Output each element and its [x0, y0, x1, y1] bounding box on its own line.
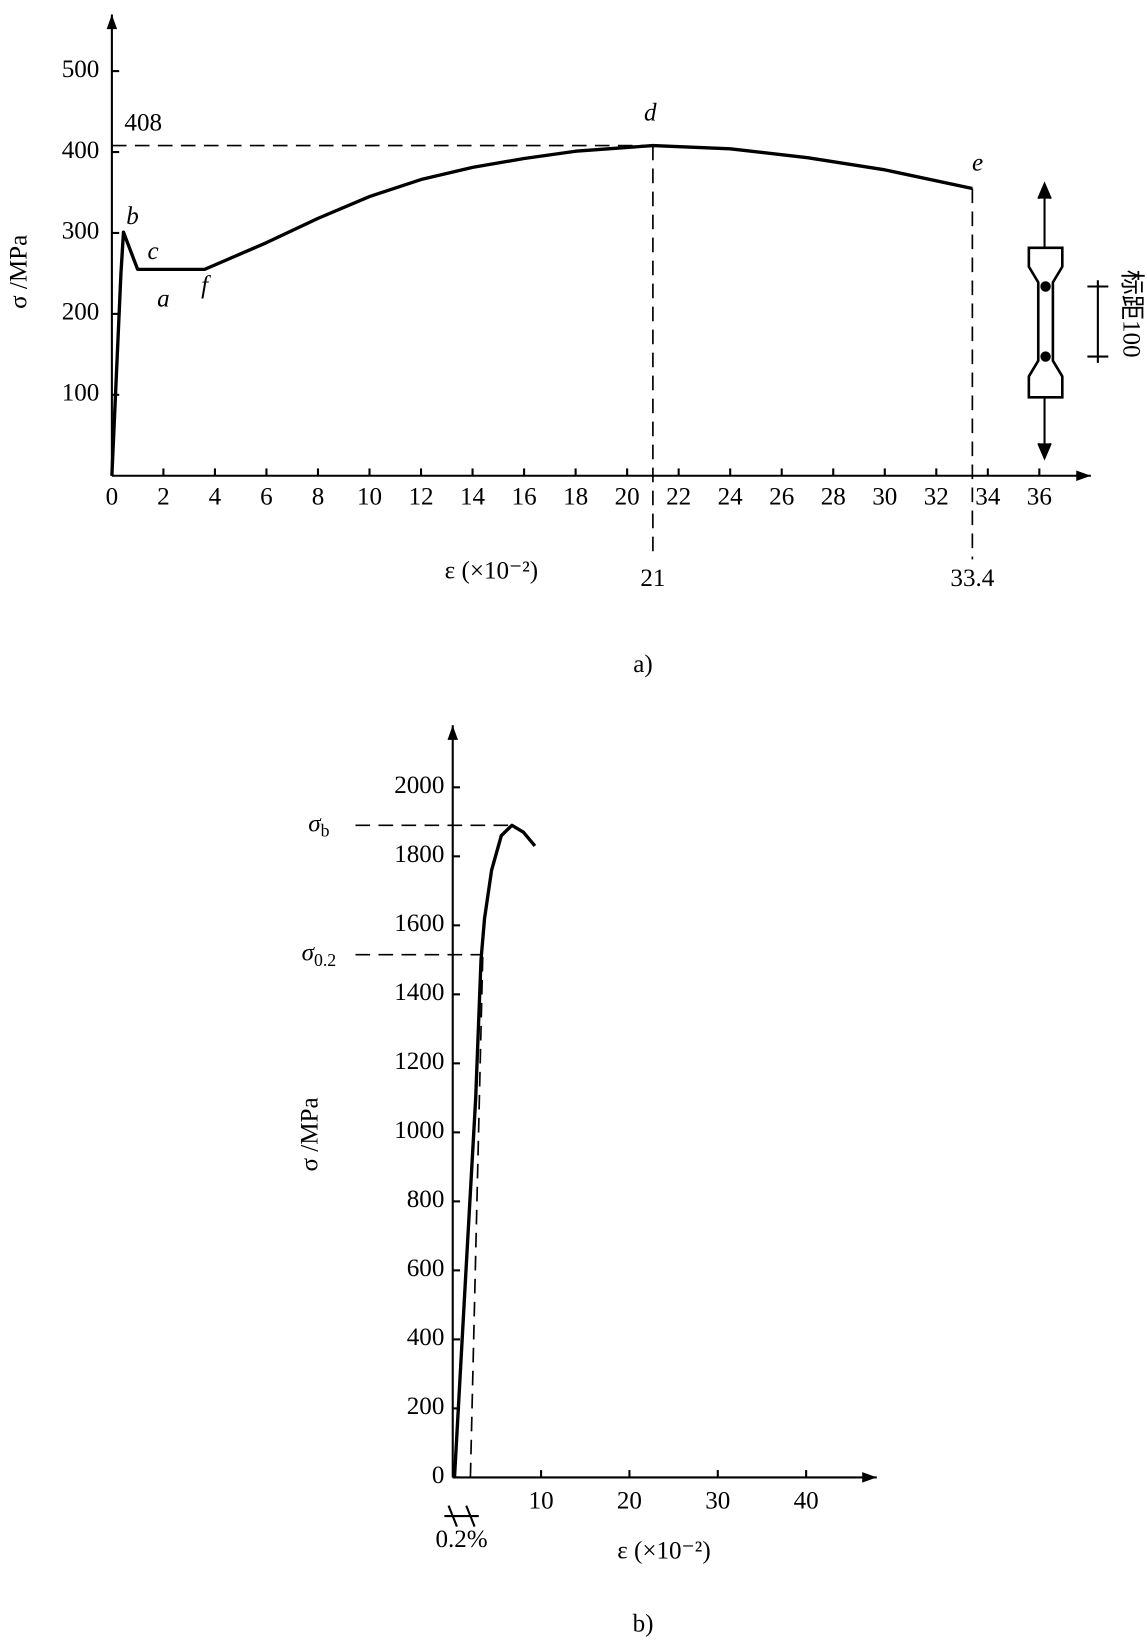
x-tick-label: 32 [924, 484, 949, 511]
y-tick-label: 2000 [394, 772, 444, 799]
ref-hline-label: σb [308, 810, 329, 841]
caption: a) [633, 651, 652, 678]
y-tick-label: 1000 [394, 1117, 444, 1144]
x-tick-label: 26 [769, 484, 794, 511]
x-tick-label: 14 [460, 484, 486, 511]
x-axis-arrow [862, 1472, 877, 1483]
x-tick-label: 24 [718, 484, 744, 511]
symbol: σ [308, 810, 322, 837]
y-tick-label: 1200 [394, 1048, 444, 1075]
ref-vline-label: 21 [640, 565, 665, 592]
x-tick-label: 34 [975, 484, 1001, 511]
x-tick-label: 16 [512, 484, 537, 511]
x-tick-label: 40 [794, 1487, 819, 1514]
y-axis-title: σ /MPa [296, 1097, 323, 1171]
ref-hline-label: 408 [124, 109, 162, 136]
x-tick-label: 36 [1027, 484, 1052, 511]
y-tick-label: 400 [62, 137, 100, 164]
y-axis-title: σ /MPa [6, 235, 33, 309]
x-tick-label: 22 [666, 484, 691, 511]
x-tick-label: 30 [872, 484, 897, 511]
x-tick-label: 10 [357, 484, 382, 511]
caption: b) [633, 1611, 654, 1638]
point-label: a [157, 286, 170, 313]
dimension-tick [465, 1505, 476, 1527]
y-axis-arrow [447, 725, 458, 740]
symbol: σ [302, 939, 316, 966]
x-tick-label: 8 [312, 484, 325, 511]
x-axis-title: ε (×10⁻²) [445, 558, 538, 585]
y-tick-label: 200 [407, 1393, 445, 1420]
x-tick-label: 4 [209, 484, 222, 511]
ref-hline-label: σ0.2 [302, 939, 337, 970]
x-tick-label: 2 [157, 484, 170, 511]
y-tick-label: 0 [432, 1462, 445, 1489]
point-label: b [126, 203, 139, 230]
specimen-icon [1027, 181, 1109, 461]
offset-line [469, 954, 484, 1478]
y-tick-label: 400 [407, 1324, 445, 1351]
x-tick-label: 10 [529, 1487, 554, 1514]
y-tick-label: 1800 [394, 841, 444, 868]
y-axis-arrow [106, 14, 118, 30]
y-tick-label: 600 [407, 1255, 445, 1282]
curve [452, 823, 537, 1478]
x-tick-label: 20 [615, 484, 640, 511]
x-axis-title: ε (×10⁻²) [617, 1537, 710, 1564]
y-tick-label: 300 [62, 218, 100, 245]
x-tick-label: 30 [705, 1487, 730, 1514]
x-tick-label: 18 [563, 484, 588, 511]
x-tick-label: 28 [821, 484, 846, 511]
y-tick-label: 100 [62, 380, 100, 407]
y-tick-label: 800 [407, 1186, 445, 1213]
ref-vline-label: 33.4 [950, 565, 994, 592]
x-axis-arrow [1076, 470, 1091, 481]
point-label: e [972, 150, 983, 177]
curve [110, 143, 973, 476]
point-label: d [644, 100, 657, 127]
y-tick-label: 200 [62, 299, 100, 326]
x-tick-label: 20 [617, 1487, 642, 1514]
y-tick-label: 1600 [394, 910, 444, 937]
x-tick-label: 6 [260, 484, 273, 511]
offset-label: 0.2% [435, 1526, 487, 1553]
gauge-label: 标距100 [1117, 270, 1145, 358]
dimension-tick [447, 1505, 458, 1527]
point-label: f [201, 272, 211, 299]
point-label: c [148, 238, 159, 265]
y-tick-label: 500 [62, 56, 100, 83]
x-tick-label: 12 [408, 484, 433, 511]
y-tick-label: 1400 [394, 979, 444, 1006]
subscript: b [321, 821, 330, 841]
subscript: 0.2 [314, 950, 336, 970]
x-tick-label: 0 [106, 484, 119, 511]
